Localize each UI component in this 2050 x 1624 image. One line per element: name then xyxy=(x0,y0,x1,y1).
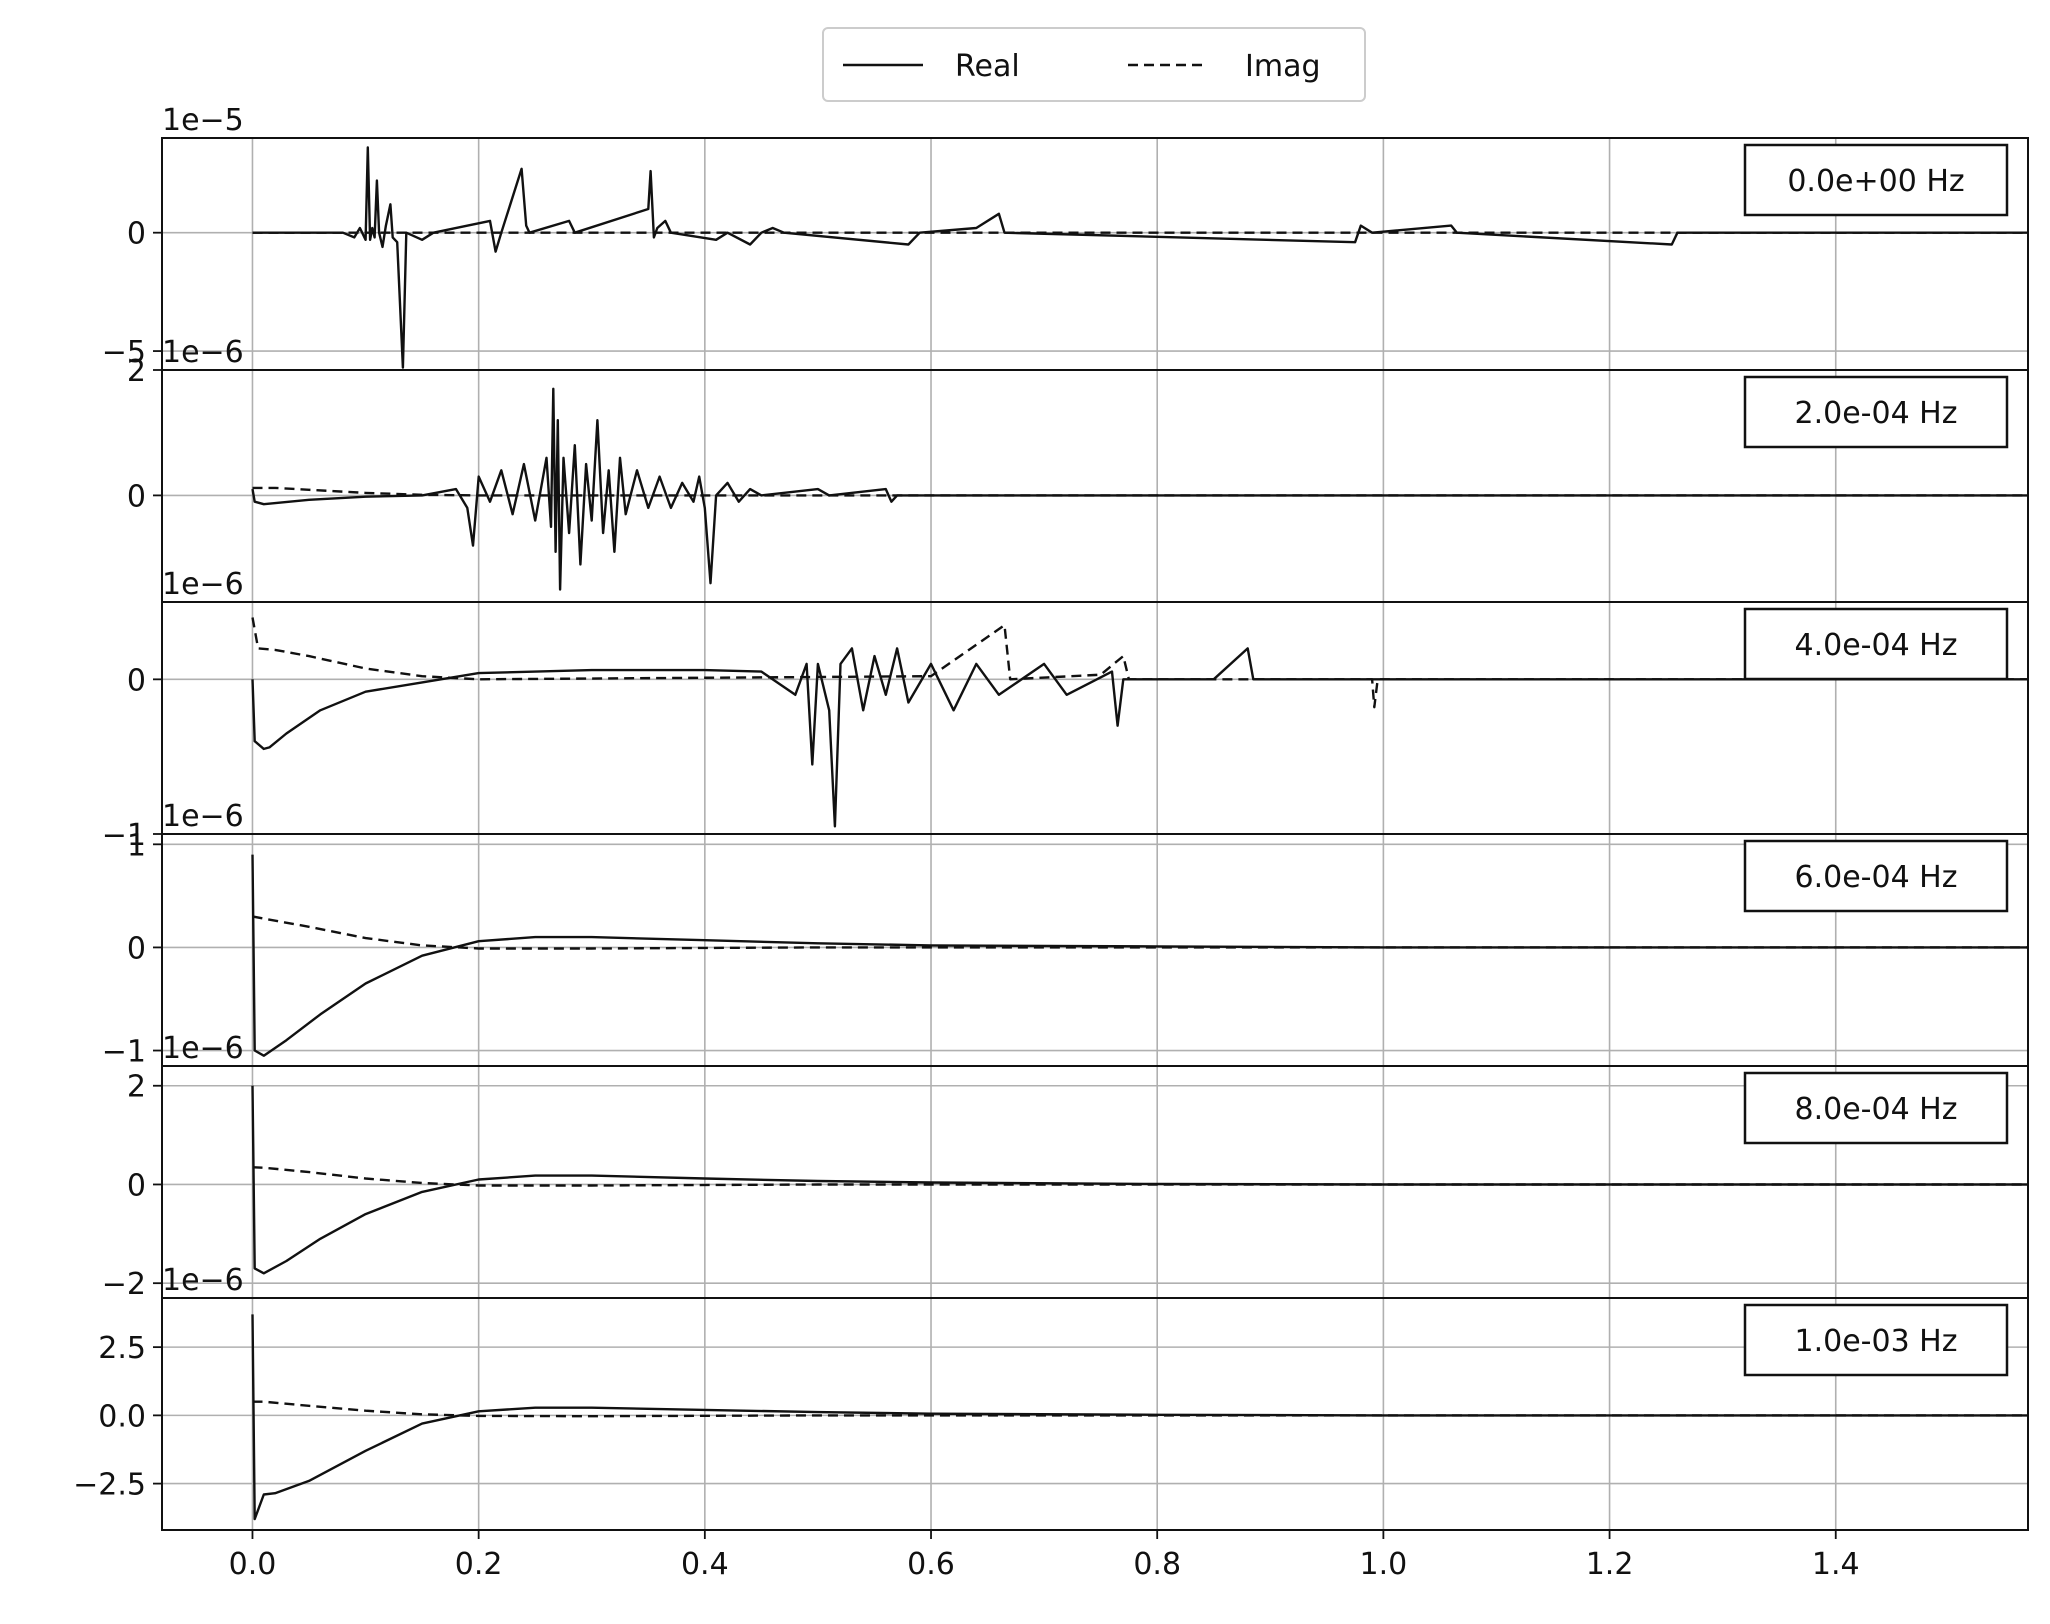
xtick-label-6: 1.2 xyxy=(1586,1547,1634,1582)
xtick-label-3: 0.6 xyxy=(907,1547,955,1582)
panel-2-freq-label: 2.0e-04 Hz xyxy=(1794,396,1957,431)
panel-6-frame xyxy=(161,1297,2029,1531)
panel-4-offset-text: 1e−6 xyxy=(162,799,244,834)
panel-4-imag-line xyxy=(252,915,2028,950)
panel-4-freq-label: 6.0e-04 Hz xyxy=(1794,860,1957,895)
panels: 0 −5 0.0e+00 Hz 1e−5 0 2 2.0e-04 Hz 1e−6 0 −1 4.0e… xyxy=(73,103,2029,1582)
x-axis: 0.0 0.2 0.4 0.6 0.8 1.0 1.2 1.4 xyxy=(229,1530,1860,1582)
panel-1-real-line xyxy=(252,146,2028,369)
panel-6-freq-box xyxy=(1743,1303,2009,1377)
legend-imag-label: Imag xyxy=(1245,49,1321,84)
panel-4-ytick-label-0: 1 xyxy=(127,828,146,863)
panel-5: 2 0 −2 8.0e-04 Hz 1e−6 xyxy=(102,1031,2029,1302)
legend: Real Imag xyxy=(822,27,1366,102)
panel-2: 0 2 2.0e-04 Hz 1e−6 xyxy=(127,335,2029,603)
panel-2-ytick-label-1: 2 xyxy=(127,354,146,389)
panel-5-ytick-label-1: 0 xyxy=(127,1168,146,1203)
panel-5-ytick-label-0: 2 xyxy=(127,1070,146,1105)
panel-5-offset-text: 1e−6 xyxy=(162,1031,244,1066)
panel-3-freq-label: 4.0e-04 Hz xyxy=(1794,628,1957,663)
panel-4-real-line xyxy=(251,854,2028,1057)
panel-5-ytick-label-2: −2 xyxy=(102,1267,146,1302)
panel-3-ytick-label-1: −1 xyxy=(102,818,146,853)
panel-3-imag-line xyxy=(251,617,2028,709)
panel-1-freq-label: 0.0e+00 Hz xyxy=(1787,164,1964,199)
panel-4: 1 0 −1 6.0e-04 Hz 1e−6 xyxy=(102,799,2029,1070)
panel-6-freq-label: 1.0e-03 Hz xyxy=(1794,1324,1957,1359)
panel-3: 0 −1 4.0e-04 Hz 1e−6 xyxy=(102,567,2029,853)
panel-3-offset-text: 1e−6 xyxy=(162,567,244,602)
panel-3-ytick-label-0: 0 xyxy=(127,663,146,698)
xtick-label-1: 0.2 xyxy=(455,1547,503,1582)
panel-2-offset-text: 1e−6 xyxy=(162,335,244,370)
panel-1-ytick-label-1: −5 xyxy=(102,335,146,370)
panel-5-real-line xyxy=(251,1085,2028,1275)
panel-1: 0 −5 0.0e+00 Hz 1e−5 xyxy=(102,103,2029,371)
panel-2-freq-box xyxy=(1743,375,2009,449)
panel-6: 2.5 0.0 −2.5 1.0e-03 Hz 1e−6 xyxy=(73,1263,2029,1531)
legend-real-label: Real xyxy=(955,49,1020,84)
panel-2-ytick-label-0: 0 xyxy=(127,479,146,514)
panel-2-imag-line xyxy=(252,486,2028,497)
legend-frame xyxy=(822,27,1366,102)
panel-1-offset-text: 1e−5 xyxy=(162,103,244,138)
xtick-label-5: 1.0 xyxy=(1360,1547,1408,1582)
panel-6-ytick-label-2: −2.5 xyxy=(73,1468,146,1503)
xtick-label-4: 0.8 xyxy=(1133,1547,1181,1582)
panel-1-ytick-label-0: 0 xyxy=(127,217,146,252)
panel-6-real-line xyxy=(251,1314,2028,1521)
panel-1-freq-box xyxy=(1743,143,2009,217)
panel-5-freq-label: 8.0e-04 Hz xyxy=(1794,1092,1957,1127)
panel-4-ytick-label-1: 0 xyxy=(127,931,146,966)
panel-3-real-line xyxy=(251,647,2028,828)
panel-5-freq-box xyxy=(1743,1071,2009,1145)
panel-2-real-line xyxy=(251,387,2028,591)
xtick-label-7: 1.4 xyxy=(1812,1547,1860,1582)
xtick-label-0: 0.0 xyxy=(229,1547,277,1582)
xtick-label-2: 0.4 xyxy=(681,1547,729,1582)
panel-6-offset-text: 1e−6 xyxy=(162,1263,244,1298)
panel-3-freq-box xyxy=(1743,607,2009,681)
panel-4-ytick-label-2: −1 xyxy=(102,1035,146,1070)
panel-6-ytick-label-0: 2.5 xyxy=(98,1331,146,1366)
panel-4-freq-box xyxy=(1743,839,2009,913)
panel-6-ytick-label-1: 0.0 xyxy=(98,1399,146,1434)
